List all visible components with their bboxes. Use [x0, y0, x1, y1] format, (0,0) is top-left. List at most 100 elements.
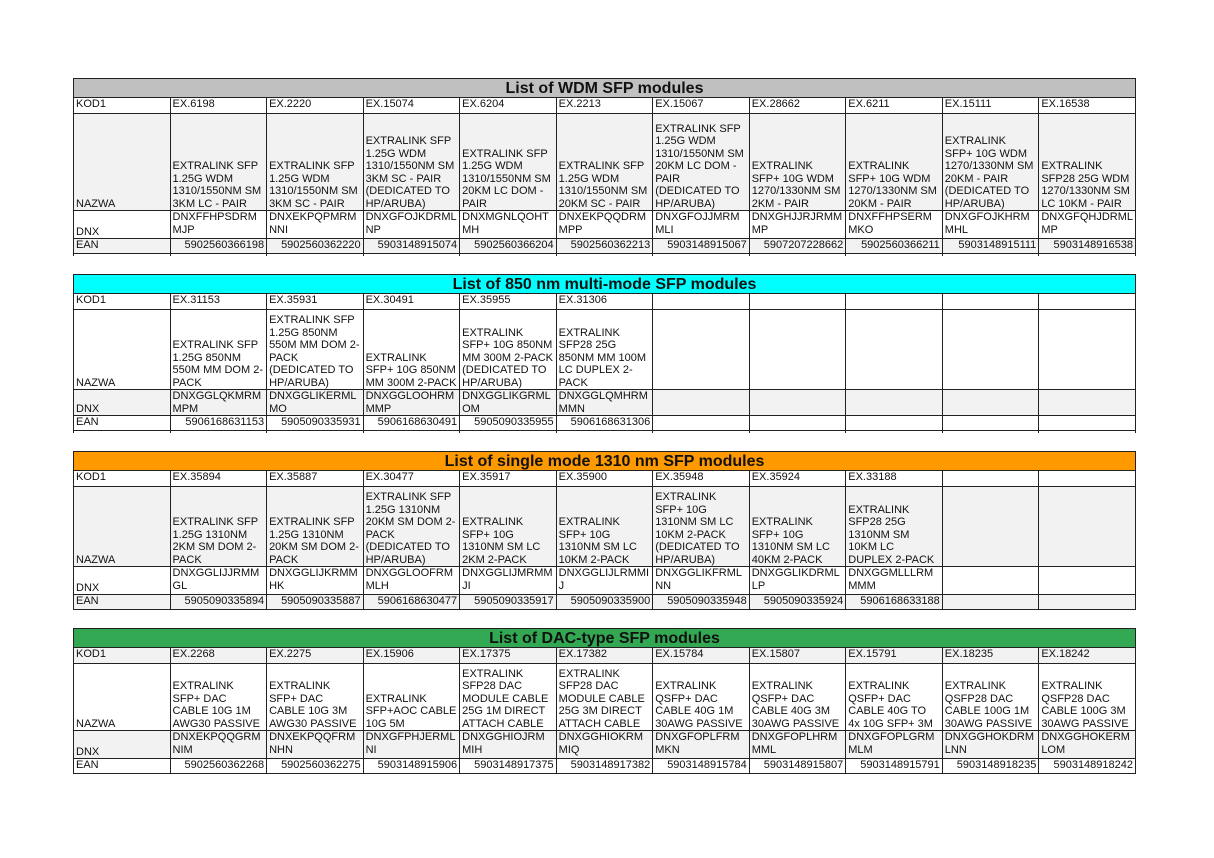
- row-nazwa: NAZWA EXTRALINK SFP+ DAC CABLE 10G 1M AWG…: [73, 663, 1136, 731]
- nazwa-cell: EXTRALINK SFP 1.25G WDM 1310/1550NM SM 2…: [555, 113, 654, 211]
- dnx-cell: [941, 389, 1040, 416]
- spacer-cell: [555, 430, 654, 433]
- nazwa-cell: EXTRALINK SFP+ DAC CABLE 10G 3M AWG30 PA…: [266, 663, 364, 731]
- row-dnx: DNX DNXGGLQKMRMMPM DNXGGLIKERMLMO DNXGGLOOH…: [73, 389, 1136, 416]
- spacer-cell: [73, 430, 171, 433]
- spacer-cell: [555, 253, 654, 256]
- dnx-cell: DNXGGHOKERMLOM: [1038, 730, 1136, 759]
- row-dnx: DNX DNXFFHPSDRMMJP DNXEKPQPMRMNNI DNXGFOJKD…: [73, 210, 1136, 239]
- spacer-cell: [73, 253, 171, 256]
- row-dnx: DNX DNXEKPQQGRMNIM DNXEKPQQFRMNHN DNXGFPHJE…: [73, 730, 1136, 759]
- ean-cell: 5903148915791: [845, 758, 943, 774]
- nazwa-cell: [941, 309, 1040, 390]
- nazwa-cell: EXTRALINK SFP28 DAC MODULE CABLE 25G 3M …: [555, 663, 654, 731]
- spacer-cell: [652, 430, 750, 433]
- row-label: DNX: [73, 210, 171, 239]
- nazwa-cell: EXTRALINK SFP+ 10G 1310NM SM LC 10KM 2-P…: [652, 486, 750, 567]
- nazwa-cell: EXTRALINK SFP+ 10G 1310NM SM LC 10KM 2-P…: [555, 486, 654, 567]
- row-label: KOD1: [73, 97, 171, 114]
- nazwa-cell: [845, 309, 943, 390]
- row-ean: EAN 5905090335894 5905090335887 59061686304…: [73, 594, 1136, 610]
- ean-cell: [1038, 594, 1136, 610]
- ean-cell: 5902560362213: [555, 238, 654, 254]
- kod-cell: EX.2268: [169, 647, 268, 664]
- kod-cell: EX.35955: [459, 293, 557, 310]
- row-label: DNX: [73, 566, 171, 595]
- dnx-cell: DNXGGLIJLRMMIJ: [555, 566, 654, 595]
- ean-cell: 5902560362275: [266, 758, 364, 774]
- ean-cell: [652, 415, 750, 431]
- module-table: List of 850 nm multi-mode SFP modules KOD…: [73, 274, 1136, 433]
- row-label: EAN: [73, 758, 171, 774]
- ean-cell: 5907207228662: [748, 238, 847, 254]
- kod-cell: EX.6204: [459, 97, 557, 114]
- kod-cell: EX.2220: [266, 97, 364, 114]
- row-label: NAZWA: [73, 486, 171, 567]
- kod-cell: EX.15067: [652, 97, 750, 114]
- ean-cell: 5905090335924: [748, 594, 847, 610]
- ean-cell: 5906168633188: [845, 594, 943, 610]
- row-nazwa: NAZWA EXTRALINK SFP 1.25G 850NM 550M MM D…: [73, 309, 1136, 390]
- module-table: List of single mode 1310 nm SFP modules K…: [73, 451, 1136, 610]
- ean-cell: 5905090335917: [459, 594, 557, 610]
- row-ean: EAN 5906168631153 5905090335931 59061686304…: [73, 415, 1136, 431]
- kod-cell: EX.15906: [362, 647, 461, 664]
- kod-cell: EX.15074: [362, 97, 461, 114]
- dnx-cell: DNXFFHPSDRMMJP: [169, 210, 268, 239]
- nazwa-cell: EXTRALINK SFP+ 10G 1310NM SM LC 2KM 2-PA…: [459, 486, 557, 567]
- nazwa-cell: EXTRALINK SFP+ 10G 1310NM SM LC 40KM 2-P…: [748, 486, 847, 567]
- kod-cell: [941, 293, 1040, 310]
- row-kod: KOD1 EX.6198 EX.2220 EX.15074 EX.6204 EX.2213…: [73, 97, 1136, 114]
- spacer-cell: [1038, 430, 1136, 433]
- kod-cell: [845, 293, 943, 310]
- dnx-cell: DNXGFOPLGRMMLM: [845, 730, 943, 759]
- dnx-cell: [1038, 566, 1136, 595]
- ean-cell: 5903148915067: [652, 238, 750, 254]
- module-table: List of DAC-type SFP modules KOD1 EX.2268 E…: [73, 628, 1136, 774]
- ean-cell: 5903148918242: [1038, 758, 1136, 774]
- spacer-cell: [748, 253, 847, 256]
- ean-cell: 5905090335955: [459, 415, 557, 431]
- table-title: List of 850 nm multi-mode SFP modules: [73, 274, 1136, 294]
- dnx-cell: DNXGFPHJERMLNI: [362, 730, 461, 759]
- row-dnx: DNX DNXGGLIJJRMMGL DNXGGLIJKRMMHK DNXGGLOOF…: [73, 566, 1136, 595]
- row-label: EAN: [73, 415, 171, 431]
- nazwa-cell: EXTRALINK SFP 1.25G WDM 1310/1550NM SM 2…: [459, 113, 557, 211]
- dnx-cell: [748, 389, 847, 416]
- dnx-cell: DNXGGLIJMRMMJI: [459, 566, 557, 595]
- ean-cell: 5903148915906: [362, 758, 461, 774]
- kod-cell: [652, 293, 750, 310]
- nazwa-cell: EXTRALINK SFP+ 10G WDM 1270/1330NM SM 20…: [845, 113, 943, 211]
- kod-cell: EX.2275: [266, 647, 364, 664]
- dnx-cell: DNXGFOJKDRMLNP: [362, 210, 461, 239]
- ean-cell: 5905090335900: [555, 594, 654, 610]
- kod-cell: [1038, 293, 1136, 310]
- ean-cell: 5905090335931: [266, 415, 364, 431]
- spacer-cell: [748, 430, 847, 433]
- spacer-cell: [459, 253, 557, 256]
- ean-cell: [941, 415, 1040, 431]
- nazwa-cell: EXTRALINK QSFP+ DAC CABLE 40G 1M 30AWG P…: [652, 663, 750, 731]
- module-table: List of WDM SFP modules KOD1 EX.6198 EX.222…: [73, 78, 1136, 256]
- ean-cell: 5902560362220: [266, 238, 364, 254]
- ean-cell: [1038, 415, 1136, 431]
- dnx-cell: DNXGGLIJJRMMGL: [169, 566, 268, 595]
- spacer-cell: [652, 253, 750, 256]
- nazwa-cell: EXTRALINK SFP28 25G WDM 1270/1330NM SM L…: [1038, 113, 1136, 211]
- nazwa-cell: EXTRALINK SFP 1.25G 850NM 550M MM DOM 2-…: [266, 309, 364, 390]
- ean-cell: 5903148915807: [748, 758, 847, 774]
- nazwa-cell: [748, 309, 847, 390]
- row-label: KOD1: [73, 293, 171, 310]
- ean-cell: [748, 415, 847, 431]
- kod-cell: EX.15807: [748, 647, 847, 664]
- spacer-cell: [169, 253, 268, 256]
- row-label: NAZWA: [73, 113, 171, 211]
- row-label: EAN: [73, 594, 171, 610]
- nazwa-cell: EXTRALINK QSFP+ DAC CABLE 40G 3M 30AWG P…: [748, 663, 847, 731]
- row-ean: EAN 5902560366198 5902560362220 59031489150…: [73, 238, 1136, 254]
- dnx-cell: DNXGFOJKHRMMHL: [941, 210, 1040, 239]
- spacer-cell: [362, 430, 461, 433]
- kod-cell: [1038, 470, 1136, 487]
- dnx-cell: DNXEKPQPMRMNNI: [266, 210, 364, 239]
- kod-cell: EX.35900: [555, 470, 654, 487]
